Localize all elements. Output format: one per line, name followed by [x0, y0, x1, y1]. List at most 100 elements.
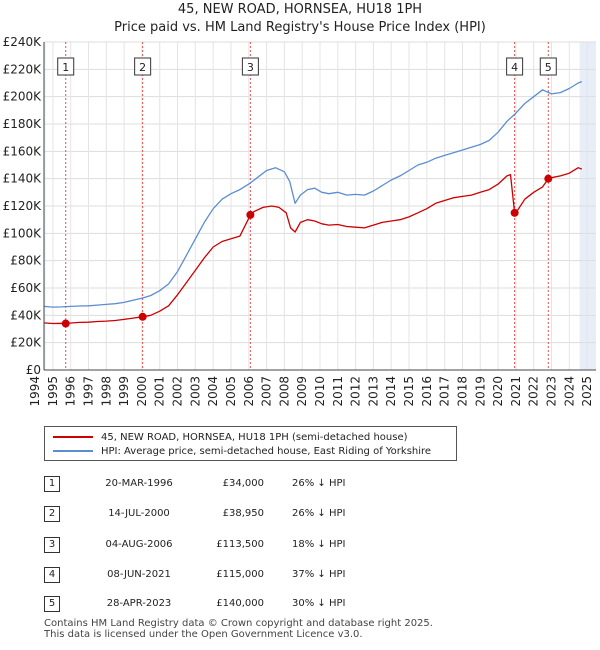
- transaction-date: 04-AUG-2006: [105, 539, 173, 550]
- x-tick-label: 2012: [349, 376, 363, 407]
- transaction-price: £34,000: [222, 478, 264, 489]
- x-tick-label: 2009: [295, 376, 309, 407]
- y-tick-label: £0: [26, 363, 41, 377]
- y-tick-label: £220K: [3, 62, 43, 76]
- x-tick-label: 2018: [455, 376, 469, 407]
- x-tick-label: 2020: [491, 376, 505, 407]
- legend-item-price-paid: 45, NEW ROAD, HORNSEA, HU18 1PH (semi-de…: [53, 430, 408, 444]
- y-tick-label: £40K: [10, 308, 42, 322]
- transaction-date: 08-JUN-2021: [107, 569, 171, 580]
- x-tick-label: 2002: [171, 376, 185, 407]
- transaction-point: [544, 174, 553, 183]
- y-tick-label: £240K: [3, 35, 43, 49]
- x-tick-label: 2025: [580, 376, 594, 407]
- footer-licence: This data is licensed under the Open Gov…: [44, 629, 363, 640]
- x-tick-label: 2022: [527, 376, 541, 407]
- x-tick-label: 2026: [598, 376, 600, 407]
- y-tick-label: £80K: [10, 254, 42, 268]
- price-chart: £0 £20K £40K £60K £80K £100K £120K £140K £160K £1…: [3, 35, 600, 407]
- y-tick-label: £100K: [3, 226, 43, 240]
- transaction-marker-box: [57, 57, 75, 76]
- x-tick-label: 2004: [206, 376, 220, 407]
- x-tick-label: 1996: [64, 376, 78, 407]
- x-tick-label: 2021: [509, 376, 523, 407]
- x-tick-label: 1995: [46, 376, 60, 407]
- y-tick-label: £20K: [10, 336, 42, 350]
- transaction-marker-box: [506, 57, 524, 76]
- x-tick-label: 2006: [242, 376, 256, 407]
- table-row: 2 14-JUL-2000 £38,950 26% ↓ HPI: [44, 504, 404, 524]
- transaction-marker-label: 3: [247, 61, 254, 74]
- transaction-number: 4: [44, 567, 60, 583]
- series-line-price-paid: [43, 167, 583, 325]
- transaction-marker-label: 4: [511, 61, 518, 74]
- legend-label-hpi: HPI: Average price, semi-detached house,…: [101, 445, 432, 457]
- x-tick-label: 1994: [28, 376, 42, 407]
- y-tick-label: £200K: [3, 90, 43, 104]
- transaction-marker-box: [241, 57, 259, 76]
- transaction-marker-box: [539, 57, 557, 76]
- table-row: 4 08-JUN-2021 £115,000 37% ↓ HPI: [44, 565, 404, 585]
- transaction-price: £140,000: [216, 598, 264, 609]
- x-tick-label: 2017: [438, 376, 452, 407]
- transaction-hpi-diff: 26% ↓ HPI: [292, 508, 346, 519]
- transaction-price: £115,000: [216, 569, 264, 580]
- x-tick-label: 2024: [562, 376, 576, 407]
- table-row: 3 04-AUG-2006 £113,500 18% ↓ HPI: [44, 535, 404, 555]
- chart-title-address: 45, NEW ROAD, HORNSEA, HU18 1PH: [177, 2, 423, 17]
- transaction-date: 28-APR-2023: [106, 598, 172, 609]
- y-tick-label: £180K: [3, 117, 43, 131]
- transaction-number: 3: [44, 537, 60, 553]
- x-tick-label: 2003: [188, 376, 202, 407]
- x-tick-label: 1998: [99, 376, 113, 407]
- transaction-point: [61, 319, 70, 328]
- transaction-hpi-diff: 18% ↓ HPI: [292, 539, 346, 550]
- table-row: 5 28-APR-2023 £140,000 30% ↓ HPI: [44, 594, 404, 614]
- transaction-marker-label: 2: [139, 61, 146, 74]
- legend-swatch-price-paid: [53, 436, 93, 438]
- y-tick-label: £140K: [3, 172, 43, 186]
- x-tick-label: 2019: [473, 376, 487, 407]
- transaction-point: [138, 312, 147, 321]
- table-row: 1 20-MAR-1996 £34,000 26% ↓ HPI: [44, 474, 404, 494]
- transaction-date: 20-MAR-1996: [105, 478, 173, 489]
- transaction-marker-label: 5: [545, 61, 552, 74]
- x-tick-label: 1997: [82, 376, 96, 407]
- transaction-price: £38,950: [222, 508, 264, 519]
- transaction-hpi-diff: 30% ↓ HPI: [292, 598, 346, 609]
- transaction-price: £113,500: [216, 539, 264, 550]
- transaction-number: 2: [44, 506, 60, 522]
- transaction-number: 1: [44, 476, 60, 492]
- x-tick-label: 2007: [260, 376, 274, 407]
- x-tick-label: 2011: [331, 376, 345, 407]
- legend-swatch-hpi: [53, 450, 93, 452]
- x-tick-label: 2015: [402, 376, 416, 407]
- footer-copyright: Contains HM Land Registry data © Crown c…: [44, 618, 433, 629]
- x-tick-label: 2010: [313, 376, 327, 407]
- transaction-marker-label: 1: [62, 61, 69, 74]
- transaction-hpi-diff: 26% ↓ HPI: [292, 478, 346, 489]
- transaction-date: 14-JUL-2000: [108, 508, 170, 519]
- series-line-hpi: [43, 80, 583, 308]
- transaction-point: [246, 210, 255, 219]
- chart-legend: 45, NEW ROAD, HORNSEA, HU18 1PH (semi-de…: [44, 426, 457, 461]
- transaction-point: [510, 208, 519, 217]
- x-tick-label: 2014: [384, 376, 398, 407]
- transaction-marker-box: [134, 57, 152, 76]
- y-tick-label: £60K: [10, 281, 42, 295]
- x-tick-label: 1999: [117, 376, 131, 407]
- y-tick-label: £120K: [3, 199, 43, 213]
- x-tick-label: 2016: [420, 376, 434, 407]
- x-tick-label: 2023: [544, 376, 558, 407]
- x-tick-label: 2013: [366, 376, 380, 407]
- chart-subtitle: Price paid vs. HM Land Registry's House …: [114, 20, 486, 35]
- x-tick-label: 2008: [277, 376, 291, 407]
- x-tick-label: 2005: [224, 376, 238, 407]
- x-tick-label: 2001: [153, 376, 167, 407]
- x-tick-label: 2000: [135, 376, 149, 407]
- transaction-hpi-diff: 37% ↓ HPI: [292, 569, 346, 580]
- legend-label-price-paid: 45, NEW ROAD, HORNSEA, HU18 1PH (semi-de…: [101, 431, 408, 443]
- footer-attribution: Contains HM Land Registry data © Crown c…: [44, 618, 433, 640]
- transaction-number: 5: [44, 596, 60, 612]
- legend-item-hpi: HPI: Average price, semi-detached house,…: [53, 444, 431, 458]
